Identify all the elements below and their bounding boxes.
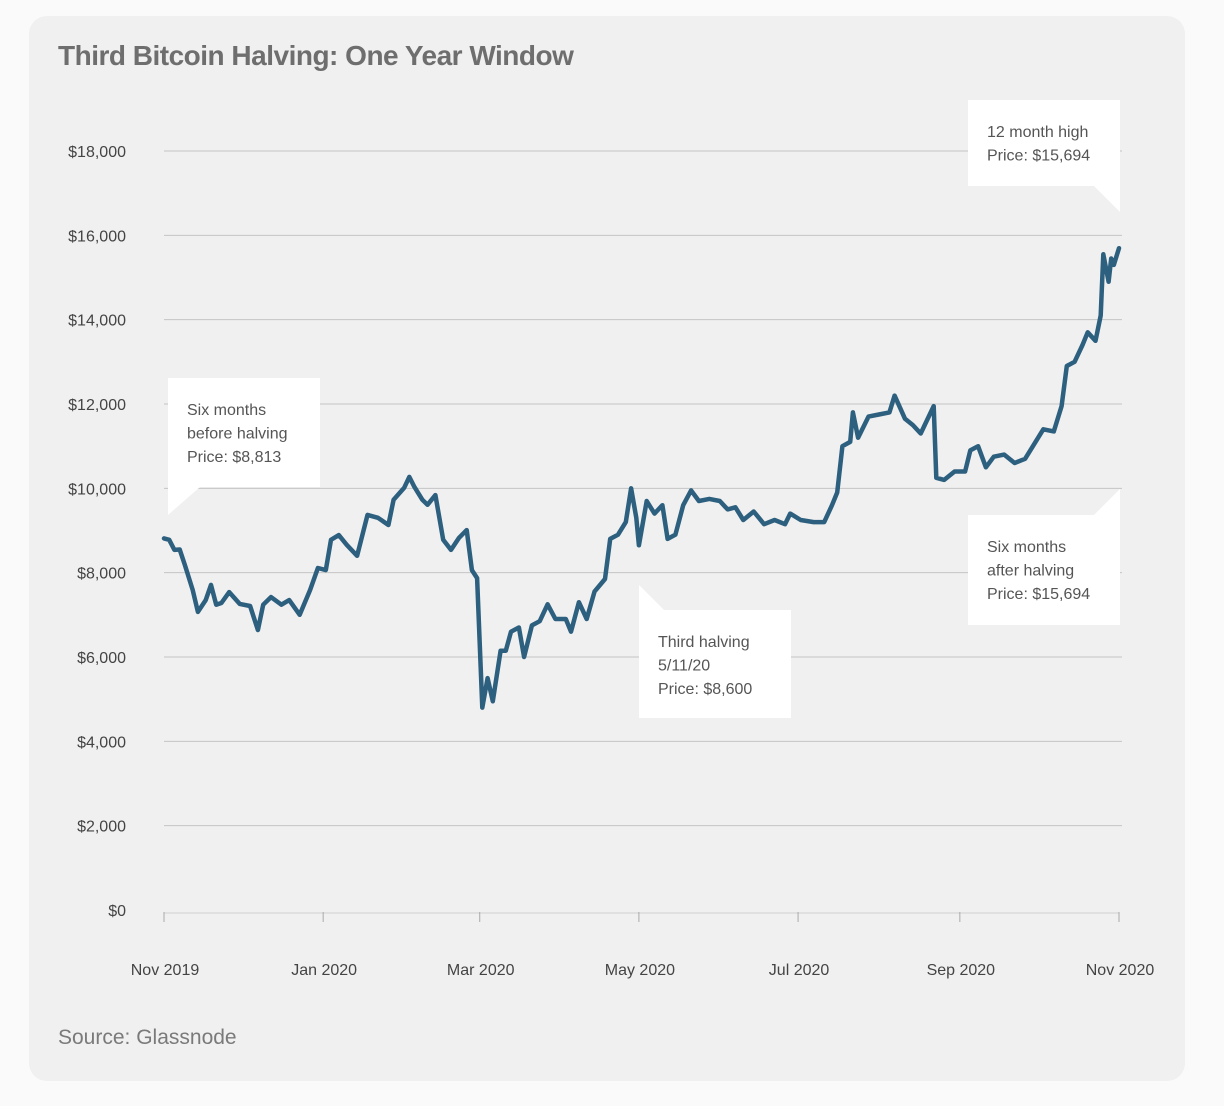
- annotation-text: before halving: [187, 426, 288, 443]
- annotation-pointer: [168, 487, 200, 515]
- y-tick-label: $8,000: [77, 566, 126, 583]
- y-tick-label: $4,000: [77, 734, 126, 751]
- annotation-box: [968, 515, 1120, 625]
- x-tick-label: Mar 2020: [447, 962, 515, 979]
- annotation-text: after halving: [987, 563, 1074, 580]
- annotation-text: 5/11/20: [658, 658, 710, 675]
- gridlines: [164, 150, 1122, 827]
- annotation-box: [968, 100, 1120, 186]
- annotation-text: Price: $15,694: [987, 148, 1090, 165]
- chart-title: Third Bitcoin Halving: One Year Window: [58, 40, 574, 71]
- annotation-pointer: [1094, 489, 1120, 515]
- y-tick-label: $16,000: [68, 228, 126, 245]
- x-tick-label: Sep 2020: [927, 962, 996, 979]
- y-tick-label: $2,000: [77, 819, 126, 836]
- annotation-box: [639, 610, 791, 718]
- annotation-six-months-before: Six months before halving Price: $8,813: [168, 378, 320, 515]
- annotations: Six months before halving Price: $8,813 Thi…: [168, 100, 1120, 718]
- annotation-text: Price: $15,694: [987, 586, 1090, 603]
- annotation-box: [168, 378, 320, 487]
- annotation-pointer: [1094, 186, 1120, 212]
- y-tick-label: $18,000: [68, 144, 126, 161]
- x-tick-label: Jul 2020: [769, 962, 830, 979]
- annotation-pointer: [639, 585, 664, 610]
- y-tick-label: $6,000: [77, 650, 126, 667]
- x-tick-label: Nov 2019: [131, 962, 200, 979]
- price-line: [161, 245, 1122, 710]
- y-tick-label: $0: [108, 903, 126, 920]
- annotation-text: Six months: [187, 402, 266, 419]
- y-tick-label: $12,000: [68, 397, 126, 414]
- annotation-text: Six months: [987, 539, 1066, 556]
- annotation-text: Price: $8,813: [187, 449, 281, 466]
- annotation-12-month-high: 12 month high Price: $15,694: [968, 100, 1120, 212]
- y-axis: $0 $2,000 $4,000 $6,000 $8,000 $10,000 $12,000…: [68, 144, 126, 920]
- y-tick-label: $14,000: [68, 313, 126, 330]
- y-tick-label: $10,000: [68, 481, 126, 498]
- x-axis: Nov 2019 Jan 2020 Mar 2020 May 2020 Jul 2020…: [131, 912, 1155, 979]
- annotation-third-halving: Third halving 5/11/20 Price: $8,600: [639, 585, 791, 718]
- annotation-text: 12 month high: [987, 124, 1088, 141]
- x-tick-label: Nov 2020: [1086, 962, 1155, 979]
- annotation-six-months-after: Six months after halving Price: $15,694: [968, 489, 1120, 625]
- x-tick-label: Jan 2020: [291, 962, 357, 979]
- annotation-text: Third halving: [658, 634, 750, 651]
- x-tick-label: May 2020: [605, 962, 675, 979]
- source-note: Source: Glassnode: [58, 1026, 237, 1049]
- annotation-text: Price: $8,600: [658, 681, 752, 698]
